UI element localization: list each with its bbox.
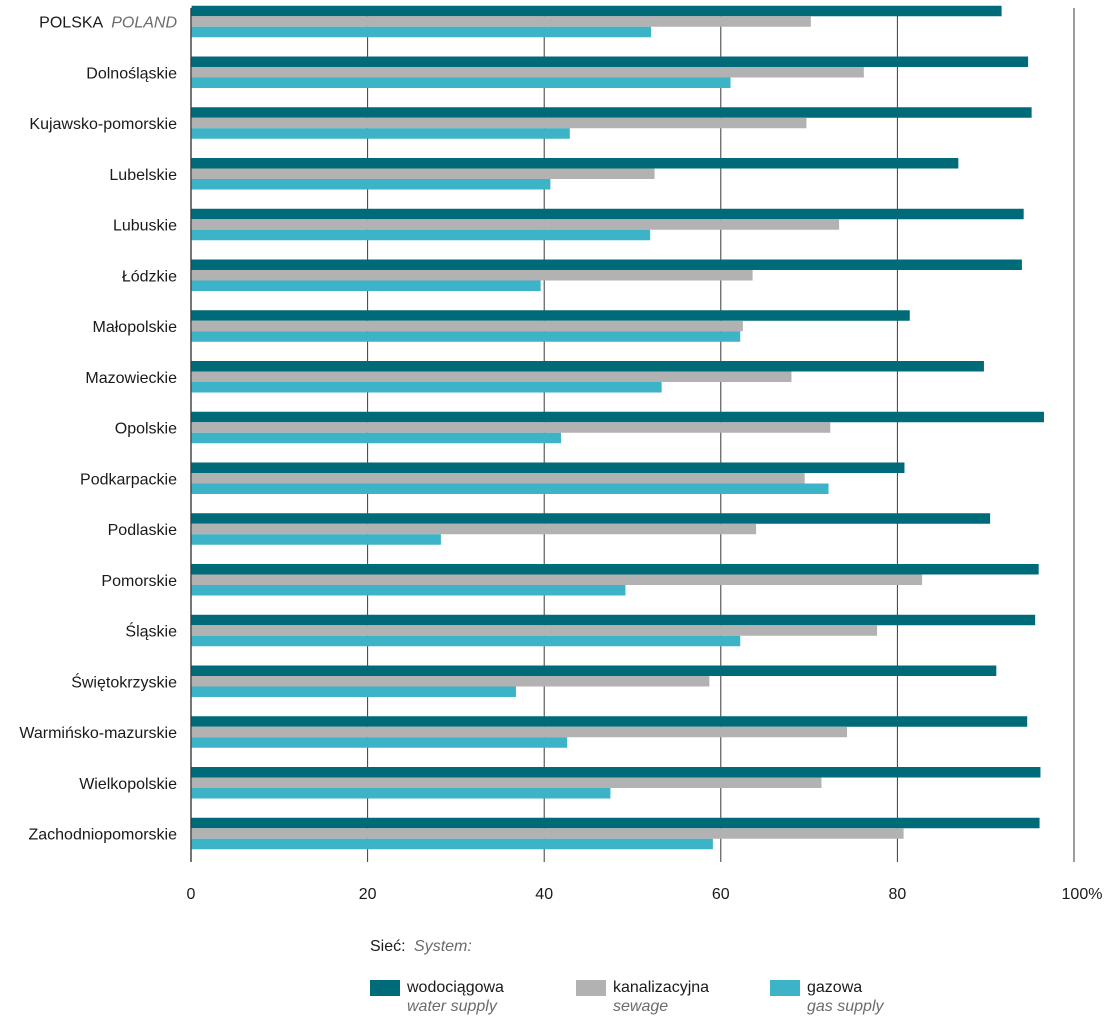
category-label-opolskie: Opolskie xyxy=(115,421,177,438)
legend-label-gas-supply: gazowa gas supply xyxy=(807,978,884,1016)
category-label-swietokrzyskie: Świętokrzyskie xyxy=(71,672,177,691)
legend-swatch-water-supply xyxy=(370,980,400,996)
legend-label-water-supply: wodociągowa water supply xyxy=(407,978,504,1016)
category-label-lubuskie: Lubuskie xyxy=(113,218,177,235)
bar-sewage-opolskie xyxy=(191,422,831,433)
category-label-malopolskie: Małopolskie xyxy=(93,319,178,336)
legend-title-pl: Sieć: xyxy=(370,938,406,955)
x-tick-label: 80 xyxy=(889,886,907,903)
legend-label-pl: gazowa xyxy=(807,979,863,996)
bar-chart: POLSKA POLAND Dolnośląskie Kujawsko-pomorsk… xyxy=(19,5,1103,903)
bar-gas-supply-warminsko-mazurskie xyxy=(191,737,568,748)
x-tick-label: 20 xyxy=(359,886,377,903)
legend-swatch-gas-supply xyxy=(770,980,800,996)
bar-gas-supply-malopolskie xyxy=(191,331,741,342)
legend-title-en: System: xyxy=(414,938,472,955)
legend-label-en: sewage xyxy=(613,998,669,1015)
bar-water-supply-opolskie xyxy=(191,411,1044,423)
category-label-polska: POLSKA POLAND xyxy=(39,15,177,32)
category-label-dolnoslaskie: Dolnośląskie xyxy=(86,65,177,82)
bar-gas-supply-dolnoslaskie xyxy=(191,77,731,88)
bar-water-supply-wielkopolskie xyxy=(191,767,1041,778)
bar-water-supply-mazowieckie xyxy=(191,361,984,372)
bar-sewage-dolnoslaskie xyxy=(191,67,864,78)
category-labels: POLSKA POLAND Dolnośląskie Kujawsko-pomorsk… xyxy=(19,15,177,844)
bar-gas-supply-kujawsko-pomorskie xyxy=(191,128,570,139)
bar-water-supply-lubuskie xyxy=(191,208,1024,220)
bar-gas-supply-lubuskie xyxy=(191,229,651,241)
bars xyxy=(191,5,1044,850)
bar-gas-supply-wielkopolskie xyxy=(191,788,611,799)
bar-water-supply-polska xyxy=(191,5,1002,17)
bar-gas-supply-pomorskie xyxy=(191,585,626,596)
bar-gas-supply-mazowieckie xyxy=(191,382,662,393)
legend: Sieć: System: wodociągowa water supply k… xyxy=(370,938,970,1016)
legend-title: Sieć: System: xyxy=(370,938,472,956)
bar-sewage-polska xyxy=(191,16,811,27)
category-label-lodzkie: Łódzkie xyxy=(122,268,177,285)
bar-water-supply-lubelskie xyxy=(191,158,959,169)
bar-gas-supply-lodzkie xyxy=(191,280,541,291)
bar-sewage-mazowieckie xyxy=(191,371,792,382)
bar-sewage-swietokrzyskie xyxy=(191,676,710,687)
bar-gas-supply-swietokrzyskie xyxy=(191,686,516,697)
category-label-lubelskie: Lubelskie xyxy=(109,167,177,184)
category-label-pomorskie: Pomorskie xyxy=(101,573,177,590)
bar-sewage-warminsko-mazurskie xyxy=(191,726,848,738)
category-label-mazowieckie: Mazowieckie xyxy=(85,370,177,387)
legend-label-sewage: kanalizacyjna sewage xyxy=(613,978,709,1016)
bar-sewage-lubelskie xyxy=(191,168,655,179)
bar-gas-supply-lubelskie xyxy=(191,179,551,190)
bar-sewage-podkarpackie xyxy=(191,473,805,484)
bar-water-supply-warminsko-mazurskie xyxy=(191,716,1028,727)
bar-water-supply-pomorskie xyxy=(191,564,1039,575)
category-label-kujawsko-pomorskie: Kujawsko-pomorskie xyxy=(29,116,177,133)
x-tick-label: 40 xyxy=(535,886,553,903)
bar-water-supply-zachodniopomorskie xyxy=(191,817,1040,829)
bar-sewage-pomorskie xyxy=(191,574,923,585)
legend-label-en: gas supply xyxy=(807,998,884,1015)
category-label-podlaskie: Podlaskie xyxy=(108,522,177,539)
category-label-zachodniopomorskie: Zachodniopomorskie xyxy=(28,827,177,844)
bar-water-supply-lodzkie xyxy=(191,259,1022,270)
bar-water-supply-dolnoslaskie xyxy=(191,56,1029,67)
bar-gas-supply-zachodniopomorskie xyxy=(191,838,713,850)
bar-gas-supply-podlaskie xyxy=(191,534,441,545)
bar-water-supply-swietokrzyskie xyxy=(191,665,997,676)
bar-sewage-kujawsko-pomorskie xyxy=(191,117,807,129)
bar-water-supply-podkarpackie xyxy=(191,462,905,473)
bar-gas-supply-opolskie xyxy=(191,432,561,444)
legend-label-pl: kanalizacyjna xyxy=(613,979,710,996)
category-label-warminsko-mazurskie: Warmińsko-mazurskie xyxy=(19,725,177,742)
bar-sewage-zachodniopomorskie xyxy=(191,828,904,839)
bar-sewage-podlaskie xyxy=(191,523,757,535)
bar-sewage-malopolskie xyxy=(191,320,743,332)
x-axis-tick-labels: 0 20 40 60 80 100% xyxy=(187,886,1103,903)
bar-gas-supply-polska xyxy=(191,26,652,38)
x-tick-label: 60 xyxy=(712,886,730,903)
bar-sewage-lubuskie xyxy=(191,219,840,230)
bar-sewage-wielkopolskie xyxy=(191,777,822,788)
legend-label-en: water supply xyxy=(407,998,497,1015)
category-label-podkarpackie: Podkarpackie xyxy=(80,471,177,488)
bar-gas-supply-slaskie xyxy=(191,635,741,647)
bar-sewage-lodzkie xyxy=(191,270,753,281)
bar-sewage-slaskie xyxy=(191,625,878,636)
bar-water-supply-kujawsko-pomorskie xyxy=(191,107,1032,118)
bar-gas-supply-podkarpackie xyxy=(191,483,829,494)
category-label-slaskie: Śląskie xyxy=(125,622,177,641)
legend-label-pl: wodociągowa xyxy=(407,979,504,996)
x-tick-label: 0 xyxy=(187,886,196,903)
x-tick-label: 100% xyxy=(1062,886,1103,903)
legend-swatch-sewage xyxy=(576,980,606,996)
bar-water-supply-malopolskie xyxy=(191,310,910,321)
bar-water-supply-podlaskie xyxy=(191,513,991,524)
bar-water-supply-slaskie xyxy=(191,614,1036,626)
category-label-wielkopolskie: Wielkopolskie xyxy=(79,776,177,793)
